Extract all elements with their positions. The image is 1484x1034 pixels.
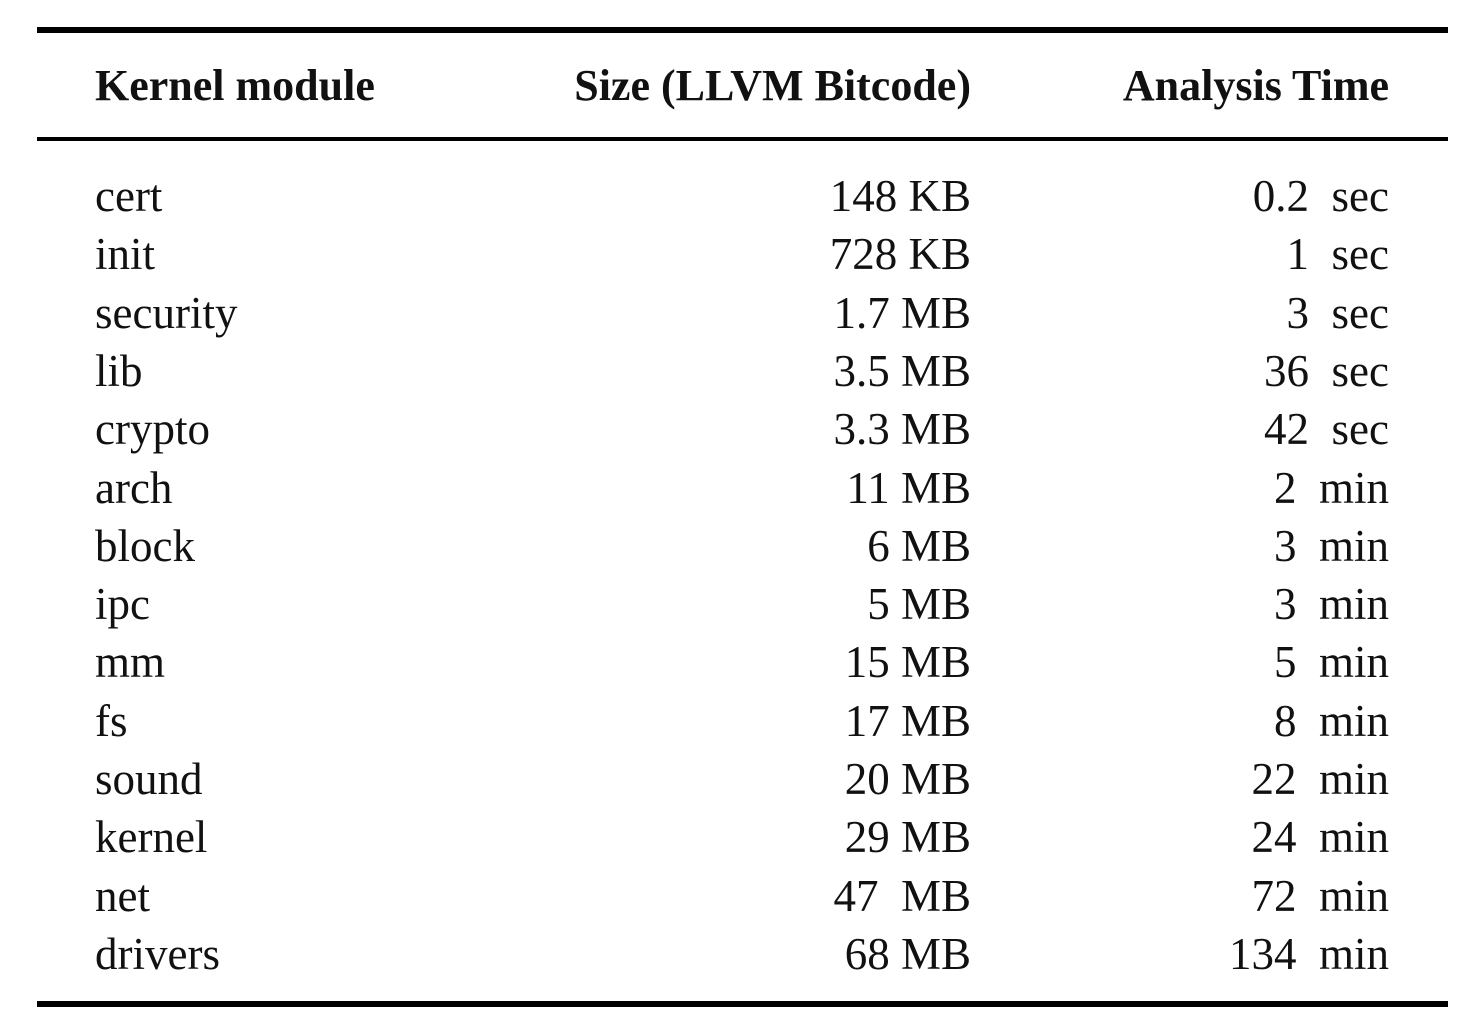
- size-value: 148 KB: [829, 171, 971, 221]
- size-value: 1.7 MB: [833, 287, 971, 338]
- module-name: crypto: [95, 404, 210, 455]
- module-name: arch: [95, 462, 173, 513]
- module-name: init: [95, 229, 156, 280]
- module-name: security: [95, 287, 238, 338]
- analysis-time: 0.2 sec: [1252, 171, 1389, 221]
- analysis-time: 3 min: [1273, 579, 1389, 630]
- analysis-time: 8 min: [1273, 695, 1389, 746]
- module-name: sound: [95, 754, 203, 804]
- size-value: 15 MB: [844, 637, 971, 688]
- size-value: 3.3 MB: [833, 404, 971, 455]
- size-value: 20 MB: [844, 754, 971, 804]
- size-value: 68 MB: [844, 928, 971, 979]
- header-kernel-module: Kernel module: [95, 61, 375, 110]
- analysis-time: 3 sec: [1286, 287, 1389, 338]
- size-value: 6 MB: [867, 520, 971, 571]
- module-name: net: [95, 870, 150, 921]
- size-value: 11 MB: [846, 462, 971, 513]
- table-header-rule: [37, 137, 1448, 141]
- module-name: kernel: [95, 812, 208, 863]
- analysis-time: 42 sec: [1264, 404, 1389, 455]
- size-value: 29 MB: [844, 812, 971, 863]
- module-name: cert: [95, 171, 163, 221]
- size-value: 5 MB: [867, 579, 971, 630]
- module-name: drivers: [95, 928, 220, 979]
- analysis-time: 134 min: [1228, 928, 1389, 979]
- analysis-time: 72 min: [1251, 870, 1389, 921]
- size-value: 17 MB: [844, 695, 971, 746]
- analysis-time: 5 min: [1273, 637, 1389, 688]
- table-bottom-rule: [37, 1001, 1448, 1007]
- size-value: 728 KB: [829, 229, 971, 280]
- module-name: fs: [95, 695, 128, 746]
- analysis-time: 2 min: [1273, 462, 1389, 513]
- module-name: lib: [95, 345, 143, 396]
- size-value: 3.5 MB: [833, 345, 971, 396]
- analysis-time: 1 sec: [1286, 229, 1389, 280]
- size-value: 47 MB: [833, 870, 971, 921]
- analysis-time: 36 sec: [1264, 345, 1389, 396]
- module-name: mm: [95, 637, 166, 688]
- module-name: block: [95, 520, 195, 571]
- module-name: ipc: [95, 579, 150, 630]
- header-analysis-time: Analysis Time: [1122, 61, 1389, 110]
- analysis-time: 22 min: [1251, 754, 1389, 804]
- header-size: Size (LLVM Bitcode): [574, 61, 971, 110]
- table-top-rule: [37, 27, 1448, 33]
- analysis-time: 3 min: [1273, 520, 1389, 571]
- analysis-time: 24 min: [1251, 812, 1389, 863]
